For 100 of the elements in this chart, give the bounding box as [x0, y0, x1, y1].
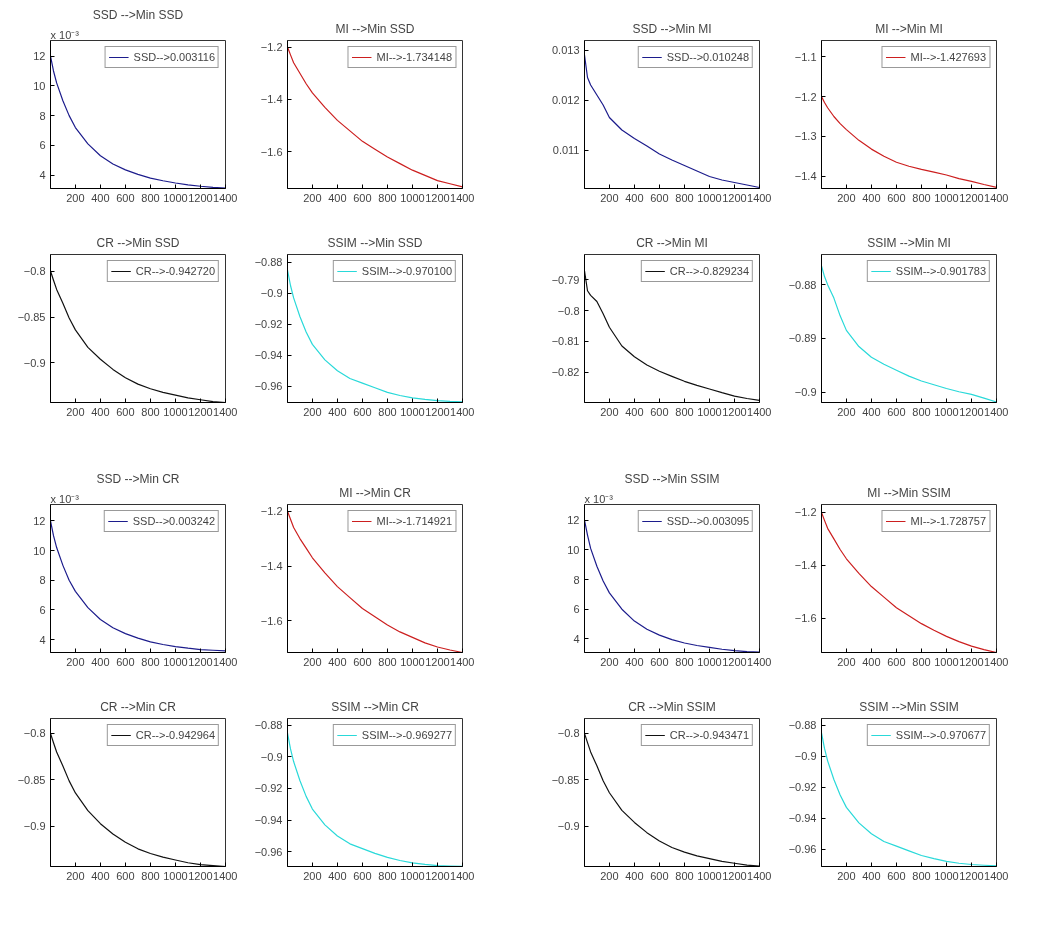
x-tick-label: 800 — [378, 869, 397, 882]
y-tick-label: −0.94 — [254, 814, 283, 827]
x-tick-label: 800 — [912, 869, 931, 882]
y-tick-label: −0.89 — [788, 332, 817, 345]
x-tick-label: 800 — [912, 405, 931, 418]
chart-title: MI -->Min CR — [339, 485, 412, 500]
y-tick-label: −0.88 — [254, 256, 283, 269]
x-tick-label: 1000 — [697, 191, 722, 204]
x-tick-label: 1000 — [934, 655, 959, 668]
legend-label: MI-->-1.734148 — [376, 50, 452, 64]
legend-label: SSIM-->-0.970100 — [361, 264, 452, 278]
y-tick-label: 4 — [573, 632, 580, 645]
y-tick-label: −0.8 — [557, 304, 580, 317]
y-tick-label: −1.2 — [794, 90, 817, 103]
legend-label: CR-->-0.942720 — [135, 264, 215, 278]
chart-title: SSD -->Min SSD — [92, 7, 184, 22]
legend-label: MI-->-1.427693 — [910, 50, 986, 64]
x-tick-label: 400 — [91, 405, 110, 418]
x-tick-label: 1000 — [163, 869, 188, 882]
y-tick-label: −1.2 — [260, 41, 283, 54]
y-tick-label: −1.2 — [260, 505, 283, 518]
x-tick-label: 1200 — [188, 191, 213, 204]
y-tick-label: −1.2 — [794, 506, 817, 519]
x-tick-label: 400 — [328, 405, 347, 418]
chart-title: CR -->Min CR — [100, 699, 177, 714]
y-tick-label: −0.9 — [23, 820, 46, 833]
x-tick-label: 1200 — [425, 191, 450, 204]
x-tick-label: 400 — [91, 869, 110, 882]
x-tick-label: 400 — [862, 405, 881, 418]
x-tick-label: 800 — [912, 655, 931, 668]
y-tick-label: −0.96 — [788, 843, 817, 856]
x-tick-label: 200 — [66, 405, 85, 418]
x-tick-label: 1000 — [934, 869, 959, 882]
x-tick-label: 1200 — [722, 869, 747, 882]
x-tick-label: 1400 — [747, 869, 772, 882]
y-tick-label: −1.3 — [794, 130, 817, 143]
x-tick-label: 800 — [141, 869, 160, 882]
x-tick-label: 800 — [141, 191, 160, 204]
y-tick-label: 6 — [39, 139, 46, 152]
x-tick-label: 1400 — [213, 655, 238, 668]
x-tick-label: 200 — [837, 405, 856, 418]
chart-title: CR -->Min SSD — [96, 235, 180, 250]
x-tick-label: 400 — [328, 869, 347, 882]
y-tick-label: −0.82 — [551, 366, 580, 379]
x-tick-label: 400 — [625, 655, 644, 668]
x-tick-label: 800 — [141, 405, 160, 418]
chart-title: SSD -->Min SSIM — [624, 471, 720, 486]
x-tick-label: 1400 — [984, 869, 1009, 882]
x-tick-label: 400 — [91, 655, 110, 668]
y-tick-label: −1.6 — [260, 145, 283, 158]
x-tick-label: 1000 — [163, 655, 188, 668]
x-tick-label: 200 — [837, 191, 856, 204]
y-tick-label: 0.011 — [552, 144, 580, 156]
x-tick-label: 400 — [328, 191, 347, 204]
y-tick-label: −0.9 — [794, 750, 817, 763]
x-tick-label: 600 — [887, 191, 906, 204]
legend-label: SSIM-->-0.970677 — [895, 728, 986, 742]
x-tick-label: 1000 — [400, 869, 425, 882]
x-tick-label: 600 — [353, 655, 372, 668]
x-tick-label: 400 — [328, 655, 347, 668]
x-tick-label: 1000 — [400, 405, 425, 418]
text: x 10⁻³ — [584, 492, 614, 505]
x-tick-label: 200 — [303, 655, 322, 668]
y-tick-label: −0.92 — [254, 318, 283, 331]
y-tick-label: 10 — [567, 543, 580, 556]
y-tick-label: −1.4 — [260, 560, 283, 573]
legend-label: SSD-->0.003242 — [132, 514, 215, 528]
x-tick-label: 1000 — [400, 191, 425, 204]
x-tick-label: 400 — [625, 869, 644, 882]
annotation: x 10⁻³ — [50, 28, 80, 41]
y-tick-label: −0.88 — [254, 719, 283, 732]
y-tick-label: −0.9 — [260, 287, 283, 300]
legend-label: SSD-->0.010248 — [666, 50, 749, 64]
y-tick-label: −0.9 — [794, 386, 817, 399]
legend-label: MI-->-1.714921 — [376, 514, 452, 528]
x-tick-label: 600 — [650, 655, 669, 668]
x-tick-label: 1400 — [213, 191, 238, 204]
y-tick-label: −0.9 — [260, 750, 283, 763]
x-tick-label: 1200 — [188, 405, 213, 418]
x-tick-label: 800 — [675, 405, 694, 418]
y-tick-label: −0.85 — [17, 311, 46, 324]
x-tick-label: 200 — [303, 191, 322, 204]
chart-title: SSIM -->Min CR — [331, 699, 420, 714]
x-tick-label: 600 — [353, 191, 372, 204]
x-tick-label: 1000 — [400, 655, 425, 668]
y-tick-label: −0.88 — [788, 278, 817, 291]
y-tick-label: 4 — [39, 633, 46, 646]
y-tick-label: −0.94 — [788, 812, 817, 825]
x-tick-label: 200 — [837, 655, 856, 668]
y-tick-label: −0.9 — [23, 356, 46, 369]
x-tick-label: 200 — [600, 655, 619, 668]
x-tick-label: 1400 — [450, 869, 475, 882]
x-tick-label: 1200 — [722, 655, 747, 668]
x-tick-label: 1000 — [697, 655, 722, 668]
y-tick-label: −0.8 — [23, 265, 46, 278]
x-tick-label: 1400 — [450, 655, 475, 668]
chart-title: CR -->Min SSIM — [628, 699, 716, 714]
x-tick-label: 1200 — [188, 869, 213, 882]
y-tick-label: −0.85 — [17, 773, 46, 786]
y-tick-label: −1.4 — [794, 559, 817, 572]
